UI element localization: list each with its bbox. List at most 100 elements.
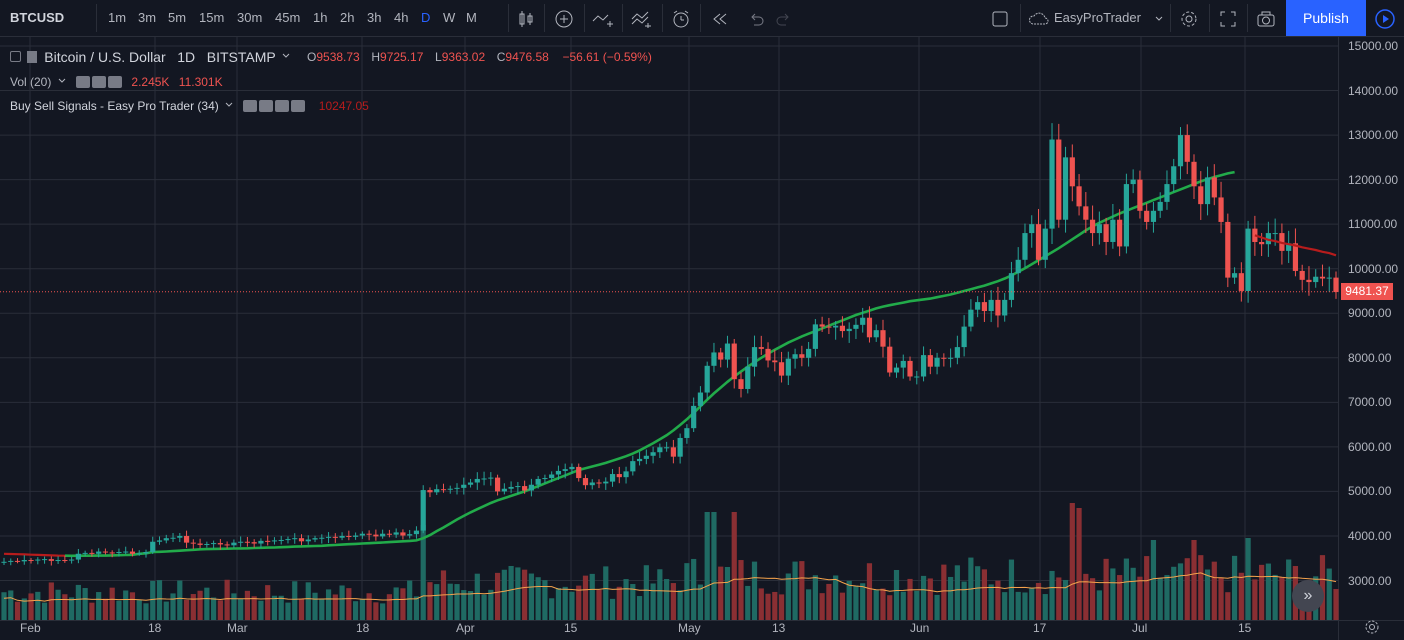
chevron-down-icon[interactable] bbox=[224, 99, 234, 113]
volume-bar bbox=[224, 579, 230, 620]
fullscreen-square-icon[interactable] bbox=[988, 0, 1012, 36]
volume-bar bbox=[508, 565, 514, 620]
close-icon[interactable] bbox=[291, 99, 306, 112]
volume-bar bbox=[988, 584, 994, 620]
timeframe-3h[interactable]: 3h bbox=[367, 10, 382, 25]
signal-ma-line bbox=[64, 170, 1235, 558]
candle-body bbox=[1002, 299, 1008, 316]
candle-body bbox=[1123, 184, 1129, 247]
fullscreen-icon[interactable] bbox=[1216, 0, 1240, 36]
timeframe-W[interactable]: W bbox=[443, 10, 456, 25]
candle-body bbox=[724, 343, 731, 360]
volume-bar bbox=[785, 573, 791, 620]
low-label: L bbox=[435, 49, 442, 64]
candle-body bbox=[197, 543, 203, 545]
timeframe-D[interactable]: D bbox=[421, 10, 431, 25]
camera-icon[interactable] bbox=[1254, 0, 1278, 36]
price-tick-label: 5000.00 bbox=[1348, 484, 1392, 499]
collapse-icon[interactable] bbox=[10, 51, 21, 63]
volume-bar bbox=[900, 591, 906, 620]
candle-body bbox=[136, 553, 142, 555]
play-circle-icon[interactable] bbox=[1372, 0, 1398, 36]
volume-bar bbox=[927, 578, 933, 620]
chevron-down-icon[interactable] bbox=[57, 75, 67, 89]
volume-bar bbox=[792, 561, 798, 620]
volume-bar bbox=[373, 602, 379, 620]
toolbar-divider bbox=[508, 4, 509, 32]
volume-bar bbox=[461, 590, 467, 620]
timeframe-2h[interactable]: 2h bbox=[340, 10, 355, 25]
timeframe-M[interactable]: M bbox=[466, 10, 477, 25]
candle-body bbox=[684, 428, 690, 438]
eye-icon[interactable] bbox=[243, 99, 258, 112]
indicator-label[interactable]: Buy Sell Signals - Easy Pro Trader (34) bbox=[10, 98, 219, 113]
settings-icon[interactable] bbox=[92, 75, 107, 88]
candle-body bbox=[244, 541, 251, 543]
settings-icon[interactable] bbox=[259, 99, 274, 112]
scroll-to-realtime-button[interactable]: » bbox=[1292, 580, 1324, 612]
candle-body bbox=[1076, 186, 1082, 207]
indicators-icon[interactable] bbox=[590, 0, 616, 36]
volume-bar bbox=[325, 589, 332, 620]
symbol-search[interactable]: BTCUSD bbox=[10, 10, 65, 25]
timeframe-5m[interactable]: 5m bbox=[168, 10, 187, 25]
price-tick-label: 8000.00 bbox=[1348, 350, 1392, 365]
source-code-icon[interactable] bbox=[275, 99, 290, 112]
candle-body bbox=[440, 489, 447, 491]
volume-bar bbox=[664, 579, 670, 620]
timeframe-1m[interactable]: 1m bbox=[108, 10, 127, 25]
toolbar-divider bbox=[544, 4, 545, 32]
chevron-down-icon[interactable] bbox=[1152, 0, 1166, 36]
candle-body bbox=[380, 533, 386, 537]
candle-body bbox=[609, 474, 616, 482]
timeframe-1h[interactable]: 1h bbox=[313, 10, 328, 25]
volume-label[interactable]: Vol (20) bbox=[10, 74, 52, 89]
gear-icon[interactable] bbox=[1177, 0, 1201, 36]
symbol-logo-icon bbox=[26, 50, 37, 63]
chevron-down-icon[interactable] bbox=[281, 49, 291, 64]
candle-body bbox=[1299, 270, 1305, 280]
timeframe-15m[interactable]: 15m bbox=[199, 10, 225, 25]
interval-label: 1D bbox=[177, 48, 196, 65]
candle-style-icon[interactable] bbox=[514, 0, 538, 36]
volume-bar bbox=[1198, 555, 1204, 620]
candle-body bbox=[258, 540, 264, 544]
axis-settings-gear-icon[interactable] bbox=[1364, 619, 1382, 637]
price-chart[interactable] bbox=[0, 37, 1404, 640]
volume-bar bbox=[346, 588, 352, 620]
undo-icon[interactable] bbox=[744, 0, 768, 36]
top-toolbar: BTCUSD 1m 3m 5m 15m 30m 45m 1h 2h 3h 4h D W M EasyPr… bbox=[0, 0, 1404, 37]
candle-body bbox=[535, 478, 541, 485]
price-tick-label: 11000.00 bbox=[1348, 217, 1398, 232]
volume-bar bbox=[778, 594, 785, 620]
candle-body bbox=[873, 330, 879, 338]
add-indicator-icon[interactable] bbox=[552, 0, 576, 36]
volume-bar bbox=[69, 597, 75, 620]
volume-bar bbox=[920, 575, 927, 620]
timeframe-30m[interactable]: 30m bbox=[237, 10, 263, 25]
publish-button[interactable]: Publish bbox=[1286, 0, 1366, 36]
timeframe-45m[interactable]: 45m bbox=[275, 10, 301, 25]
volume-bar bbox=[569, 591, 575, 620]
eye-icon[interactable] bbox=[76, 75, 91, 88]
cloud-icon[interactable] bbox=[1026, 0, 1052, 36]
volume-bar bbox=[522, 569, 528, 620]
symbol-title[interactable]: Bitcoin / U.S. Dollar bbox=[44, 48, 166, 65]
templates-icon[interactable] bbox=[628, 0, 656, 36]
alert-clock-icon[interactable] bbox=[668, 0, 694, 36]
redo-icon[interactable] bbox=[772, 0, 796, 36]
timeframe-3m[interactable]: 3m bbox=[138, 10, 157, 25]
candle-body bbox=[555, 470, 562, 475]
volume-bar bbox=[582, 575, 589, 620]
close-icon[interactable] bbox=[108, 75, 123, 88]
volume-bar bbox=[1042, 594, 1048, 620]
timeframe-4h[interactable]: 4h bbox=[394, 10, 409, 25]
toolbar-divider bbox=[1247, 4, 1248, 32]
volume-bar bbox=[758, 588, 764, 620]
candle-body bbox=[373, 534, 379, 537]
replay-icon[interactable] bbox=[708, 0, 732, 36]
exchange-label: BITSTAMP bbox=[206, 48, 276, 65]
candle-body bbox=[650, 452, 656, 456]
volume-bar bbox=[934, 594, 940, 620]
layout-name[interactable]: EasyProTrader bbox=[1054, 10, 1141, 25]
